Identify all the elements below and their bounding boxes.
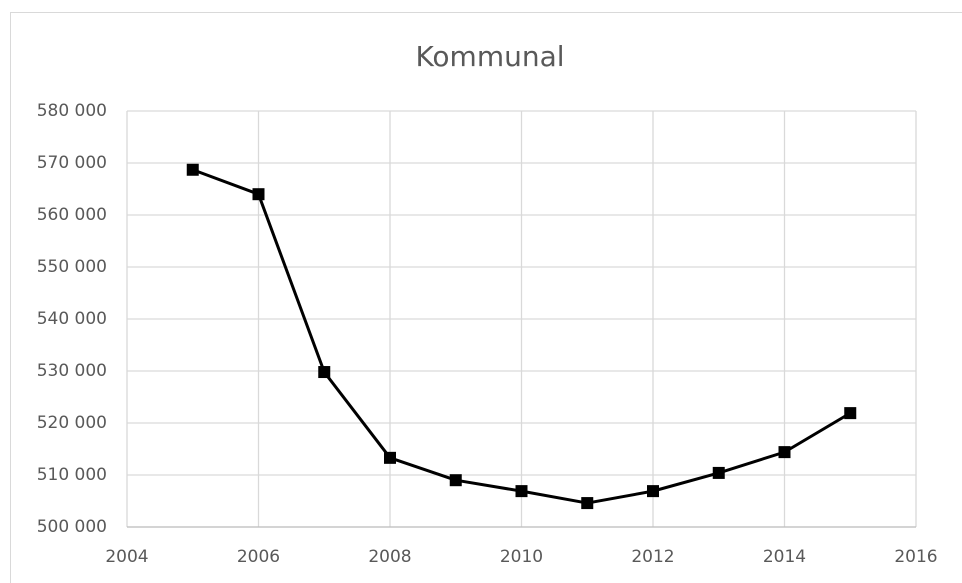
x-tick-label: 2010: [500, 547, 543, 567]
marker: [844, 407, 857, 420]
y-tick-label: 510 000: [37, 465, 107, 485]
marker: [186, 163, 199, 176]
y-tick-label: 530 000: [37, 361, 107, 381]
y-tick-label: 520 000: [37, 413, 107, 433]
x-tick-label: 2006: [237, 547, 280, 567]
chart-title: Kommunal: [415, 40, 564, 73]
y-tick-label: 560 000: [37, 205, 107, 225]
y-tick-label: 550 000: [37, 257, 107, 277]
marker: [252, 188, 265, 201]
marker: [515, 485, 528, 498]
x-tick-label: 2012: [631, 547, 674, 567]
y-tick-label: 580 000: [37, 101, 107, 121]
marker: [449, 474, 462, 487]
marker: [647, 485, 659, 498]
marker: [318, 366, 331, 379]
marker: [384, 451, 396, 464]
x-tick-label: 2014: [763, 547, 806, 567]
x-tick-label: 2016: [894, 547, 937, 567]
x-tick-label: 2008: [368, 547, 411, 567]
y-tick-label: 500 000: [37, 517, 107, 537]
marker: [581, 497, 594, 510]
marker: [778, 446, 791, 459]
x-tick-label: 2004: [105, 547, 148, 567]
y-tick-label: 570 000: [37, 153, 107, 173]
y-tick-label: 540 000: [37, 309, 107, 329]
chart-border: [10, 12, 962, 583]
marker: [712, 466, 725, 479]
